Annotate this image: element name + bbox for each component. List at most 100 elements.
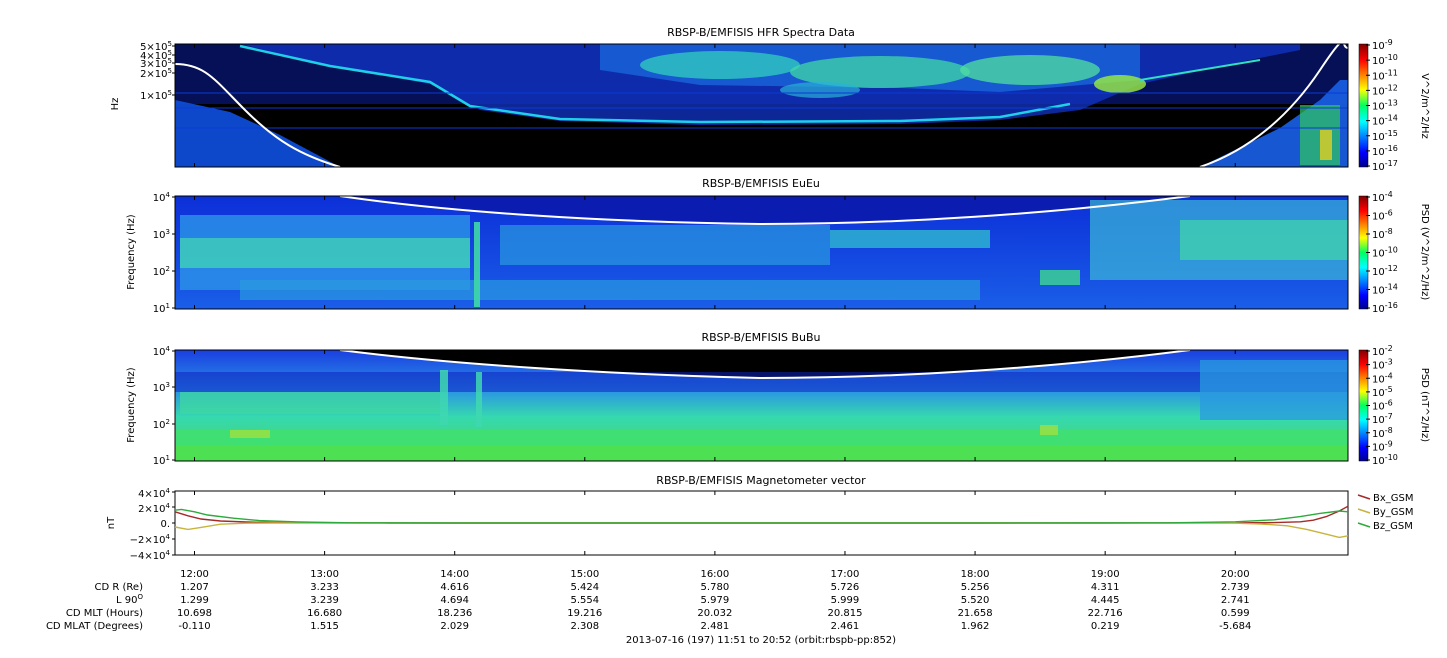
time-tick-label: 15:00	[570, 569, 599, 580]
colorbar-tick-label: 10-10	[1372, 53, 1398, 67]
colorbar-tick-label: 10-8	[1372, 227, 1393, 241]
ephem-value: 20.815	[827, 608, 862, 619]
eueu-colorbar-label: PSD (V^2/m^2/Hz)	[1419, 204, 1430, 301]
ephem-value: 0.219	[1091, 621, 1120, 632]
hfr-y-tick-label: 4×105	[140, 49, 172, 62]
hfr-y-tick-label: 2×105	[140, 67, 172, 80]
panel-bubu: RBSP-B/EMFISIS BuBu 104 103 102 101 F	[126, 331, 1430, 467]
bubu-spectrogram	[175, 350, 1348, 461]
ephem-value: 2.461	[831, 621, 860, 632]
colorbar-tick-label: 10-12	[1372, 83, 1398, 97]
ephem-value: 20.032	[697, 608, 732, 619]
time-tick-label: 14:00	[440, 569, 469, 580]
ephem-value: 1.207	[180, 582, 209, 593]
ephem-row-label: CD R (Re)	[95, 582, 144, 593]
colorbar-tick-label: 10-12	[1372, 264, 1398, 278]
ephem-value: 1.515	[310, 621, 339, 632]
ephem-value: -0.110	[178, 621, 210, 632]
ephem-row-label: CD MLT (Hours)	[66, 608, 143, 619]
colorbar-tick-label: 10-9	[1372, 38, 1393, 52]
colorbar-tick-label: 10-16	[1372, 144, 1398, 158]
panel-hfr: RBSP-B/EMFISIS HFR Spectra Data	[110, 26, 1430, 168]
mag-legend: Bx_GSM By_GSM Bz_GSM	[1357, 493, 1414, 532]
ephem-value: 1.962	[961, 621, 990, 632]
colorbar-tick-label: 10-17	[1372, 159, 1398, 173]
time-tick-label: 16:00	[700, 569, 729, 580]
colorbar-ticks: 10-4 10-6 10-8 10-10 10-12 10-14 10-16	[1366, 190, 1398, 315]
ephem-value: 5.520	[961, 595, 990, 606]
colorbar-tick-label: 10-16	[1372, 301, 1398, 315]
time-tick-label: 13:00	[310, 569, 339, 580]
mag-y-axis: 4×104 2×104 0. −2×104 −4×104 nT	[106, 487, 175, 562]
legend-label: By_GSM	[1373, 507, 1414, 518]
ephem-value: 21.658	[958, 608, 993, 619]
ephem-value: 5.979	[701, 595, 730, 606]
hfr-spectrogram	[175, 44, 1348, 167]
ephemeris-values: 1.207 3.233 4.616 5.424 5.780 5.726 5.256 4.311…	[177, 582, 1251, 632]
mag-series-group	[174, 505, 1349, 539]
colorbar-ticks: 10-210-310-410-510-610-710-810-910-10	[1366, 344, 1398, 467]
colorbar-tick-label: 10-9	[1372, 439, 1393, 453]
ephem-value: 2.739	[1221, 582, 1250, 593]
ephem-value: -5.684	[1219, 621, 1251, 632]
panel-mag-title: RBSP-B/EMFISIS Magnetometer vector	[656, 474, 866, 487]
legend-label: Bz_GSM	[1373, 521, 1413, 532]
ephem-value: 4.616	[440, 582, 469, 593]
ephem-value: 2.481	[701, 621, 730, 632]
colorbar-tick-label: 10-14	[1372, 283, 1398, 297]
eueu-spectrogram	[175, 196, 1348, 309]
ephem-value: 4.694	[440, 595, 469, 606]
time-tick-label: 17:00	[831, 569, 860, 580]
ephem-value: 2.308	[570, 621, 599, 632]
legend-swatch	[1357, 522, 1371, 528]
hfr-colorbar-label: V^2/m^2/Hz	[1419, 73, 1430, 139]
figure-footer: 2013-07-16 (197) 11:51 to 20:52 (orbit:r…	[626, 635, 896, 646]
ephem-value: 3.239	[310, 595, 339, 606]
time-tick-label: 20:00	[1221, 569, 1250, 580]
colorbar-tick-label: 10-10	[1372, 453, 1398, 467]
series-line-bz_gsm	[174, 508, 1349, 524]
panel-hfr-title: RBSP-B/EMFISIS HFR Spectra Data	[667, 26, 855, 39]
eueu-y-tick-label: 102	[153, 265, 170, 278]
panel-eueu-title: RBSP-B/EMFISIS EuEu	[702, 177, 820, 190]
time-axis-labels: 12:00 13:00 14:00 15:00 16:00 17:00 18:00 19:00…	[180, 569, 1250, 580]
ephem-value: 22.716	[1088, 608, 1123, 619]
legend-label: Bx_GSM	[1373, 493, 1414, 504]
colorbar-tick-label: 10-5	[1372, 385, 1393, 399]
eueu-y-tick-label: 103	[153, 228, 170, 241]
colorbar-tick-label: 10-3	[1372, 358, 1393, 372]
ephem-value: 5.726	[831, 582, 860, 593]
colorbar-tick-label: 10-4	[1372, 190, 1393, 204]
bubu-colorbar-label: PSD (nT^2/Hz)	[1419, 368, 1430, 442]
ephem-value: 18.236	[437, 608, 472, 619]
ephem-value: 4.445	[1091, 595, 1120, 606]
eueu-y-tick-label: 104	[153, 191, 171, 204]
ephem-value: 16.680	[307, 608, 342, 619]
time-tick-label: 19:00	[1091, 569, 1120, 580]
hfr-y-axis: 5×105 4×105 3×105 2×105 1×105 Hz	[110, 40, 175, 110]
colorbar-tick-label: 10-6	[1372, 209, 1393, 223]
mag-y-label: nT	[106, 516, 117, 529]
ephem-value: 5.999	[831, 595, 860, 606]
time-tick-label: 12:00	[180, 569, 209, 580]
bubu-y-tick-label: 102	[153, 418, 170, 431]
mag-y-tick-label: 2×104	[138, 502, 170, 515]
ephem-value: 2.029	[440, 621, 469, 632]
colorbar-tick-label: 10-4	[1372, 371, 1393, 385]
eueu-y-tick-label: 101	[153, 302, 170, 315]
ephem-value: 4.311	[1091, 582, 1120, 593]
legend-swatch	[1357, 508, 1371, 514]
panel-bubu-title: RBSP-B/EMFISIS BuBu	[702, 331, 821, 344]
hfr-y-tick-label: 5×105	[140, 40, 172, 53]
legend-swatch	[1357, 494, 1371, 500]
ephem-row-label: L 90O	[116, 593, 143, 606]
mag-y-tick-label: 4×104	[138, 487, 170, 500]
eueu-y-axis: 104 103 102 101 Frequency (Hz)	[126, 191, 175, 315]
ephem-value: 5.256	[961, 582, 990, 593]
hfr-y-tick-label: 1×105	[140, 89, 172, 102]
ephem-value: 19.216	[567, 608, 602, 619]
colorbar-tick-label: 10-15	[1372, 129, 1398, 143]
ephem-value: 3.233	[310, 582, 339, 593]
panel-mag: RBSP-B/EMFISIS Magnetometer vector 4×104…	[106, 474, 1414, 562]
